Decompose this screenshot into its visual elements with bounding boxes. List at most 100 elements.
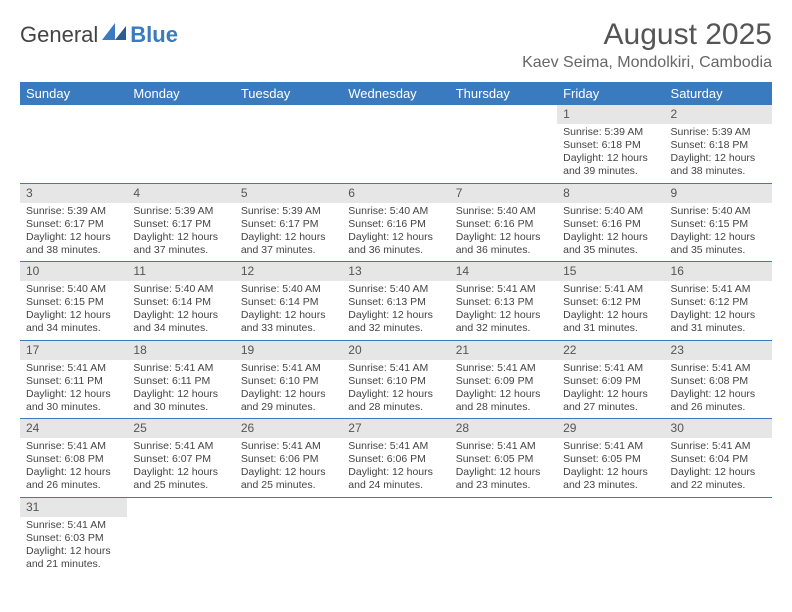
day-body: Sunrise: 5:41 AMSunset: 6:11 PMDaylight:…	[127, 360, 234, 419]
month-year: August 2025	[522, 18, 772, 52]
day-number: 15	[557, 262, 664, 281]
day-number: 30	[665, 419, 772, 438]
day-body: Sunrise: 5:39 AMSunset: 6:18 PMDaylight:…	[557, 124, 664, 183]
calendar-cell: ..	[127, 105, 234, 183]
calendar-cell: 16Sunrise: 5:41 AMSunset: 6:12 PMDayligh…	[665, 262, 772, 341]
day-body: Sunrise: 5:41 AMSunset: 6:09 PMDaylight:…	[450, 360, 557, 419]
day-number: 9	[665, 184, 772, 203]
calendar-table: SundayMondayTuesdayWednesdayThursdayFrid…	[20, 82, 772, 575]
day-body: Sunrise: 5:40 AMSunset: 6:15 PMDaylight:…	[665, 203, 772, 262]
calendar-cell	[342, 497, 449, 575]
weekday-header: Wednesday	[342, 82, 449, 105]
day-number: 4	[127, 184, 234, 203]
calendar-cell: 20Sunrise: 5:41 AMSunset: 6:10 PMDayligh…	[342, 340, 449, 419]
logo: General Blue	[20, 22, 178, 48]
day-number: 2	[665, 105, 772, 124]
calendar-cell: 28Sunrise: 5:41 AMSunset: 6:05 PMDayligh…	[450, 419, 557, 498]
weekday-header: Thursday	[450, 82, 557, 105]
logo-text-part2: Blue	[130, 22, 178, 48]
day-body: Sunrise: 5:40 AMSunset: 6:16 PMDaylight:…	[450, 203, 557, 262]
calendar-cell: 21Sunrise: 5:41 AMSunset: 6:09 PMDayligh…	[450, 340, 557, 419]
day-body: Sunrise: 5:41 AMSunset: 6:08 PMDaylight:…	[20, 438, 127, 497]
day-number: 11	[127, 262, 234, 281]
day-body: Sunrise: 5:40 AMSunset: 6:16 PMDaylight:…	[342, 203, 449, 262]
weekday-header: Tuesday	[235, 82, 342, 105]
calendar-cell: 24Sunrise: 5:41 AMSunset: 6:08 PMDayligh…	[20, 419, 127, 498]
day-number: 17	[20, 341, 127, 360]
calendar-cell: 1Sunrise: 5:39 AMSunset: 6:18 PMDaylight…	[557, 105, 664, 183]
calendar-cell: 15Sunrise: 5:41 AMSunset: 6:12 PMDayligh…	[557, 262, 664, 341]
weekday-header: Sunday	[20, 82, 127, 105]
day-body: Sunrise: 5:41 AMSunset: 6:13 PMDaylight:…	[450, 281, 557, 340]
calendar-cell: 25Sunrise: 5:41 AMSunset: 6:07 PMDayligh…	[127, 419, 234, 498]
location: Kaev Seima, Mondolkiri, Cambodia	[522, 54, 772, 72]
weekday-header: Monday	[127, 82, 234, 105]
day-number: 19	[235, 341, 342, 360]
logo-text-part1: General	[20, 22, 98, 48]
day-number: 29	[557, 419, 664, 438]
day-number: 16	[665, 262, 772, 281]
calendar-cell: ..	[235, 105, 342, 183]
day-number: 23	[665, 341, 772, 360]
calendar-cell: 11Sunrise: 5:40 AMSunset: 6:14 PMDayligh…	[127, 262, 234, 341]
calendar-cell: 8Sunrise: 5:40 AMSunset: 6:16 PMDaylight…	[557, 183, 664, 262]
calendar-cell: 19Sunrise: 5:41 AMSunset: 6:10 PMDayligh…	[235, 340, 342, 419]
calendar-cell: 9Sunrise: 5:40 AMSunset: 6:15 PMDaylight…	[665, 183, 772, 262]
day-number: 24	[20, 419, 127, 438]
day-body: Sunrise: 5:41 AMSunset: 6:05 PMDaylight:…	[557, 438, 664, 497]
day-body: Sunrise: 5:41 AMSunset: 6:05 PMDaylight:…	[450, 438, 557, 497]
calendar-body: ..........1Sunrise: 5:39 AMSunset: 6:18 …	[20, 105, 772, 575]
day-body: Sunrise: 5:40 AMSunset: 6:13 PMDaylight:…	[342, 281, 449, 340]
calendar-cell: 26Sunrise: 5:41 AMSunset: 6:06 PMDayligh…	[235, 419, 342, 498]
calendar-cell: 7Sunrise: 5:40 AMSunset: 6:16 PMDaylight…	[450, 183, 557, 262]
day-number: 12	[235, 262, 342, 281]
calendar-cell: 31Sunrise: 5:41 AMSunset: 6:03 PMDayligh…	[20, 497, 127, 575]
calendar-cell: 10Sunrise: 5:40 AMSunset: 6:15 PMDayligh…	[20, 262, 127, 341]
day-number: 28	[450, 419, 557, 438]
calendar-cell: 17Sunrise: 5:41 AMSunset: 6:11 PMDayligh…	[20, 340, 127, 419]
day-body: Sunrise: 5:41 AMSunset: 6:06 PMDaylight:…	[342, 438, 449, 497]
calendar-cell: 2Sunrise: 5:39 AMSunset: 6:18 PMDaylight…	[665, 105, 772, 183]
day-body: Sunrise: 5:41 AMSunset: 6:04 PMDaylight:…	[665, 438, 772, 497]
calendar-cell: 6Sunrise: 5:40 AMSunset: 6:16 PMDaylight…	[342, 183, 449, 262]
day-number: 26	[235, 419, 342, 438]
day-body: Sunrise: 5:40 AMSunset: 6:14 PMDaylight:…	[235, 281, 342, 340]
day-number: 10	[20, 262, 127, 281]
day-body: Sunrise: 5:40 AMSunset: 6:14 PMDaylight:…	[127, 281, 234, 340]
title-block: August 2025 Kaev Seima, Mondolkiri, Camb…	[522, 18, 772, 72]
day-body: Sunrise: 5:39 AMSunset: 6:17 PMDaylight:…	[20, 203, 127, 262]
calendar-cell: 5Sunrise: 5:39 AMSunset: 6:17 PMDaylight…	[235, 183, 342, 262]
calendar-cell	[450, 497, 557, 575]
calendar-cell	[557, 497, 664, 575]
weekday-header: Saturday	[665, 82, 772, 105]
day-number: 27	[342, 419, 449, 438]
calendar-cell	[665, 497, 772, 575]
day-number: 13	[342, 262, 449, 281]
day-number: 14	[450, 262, 557, 281]
day-body: Sunrise: 5:39 AMSunset: 6:18 PMDaylight:…	[665, 124, 772, 183]
calendar-cell: 23Sunrise: 5:41 AMSunset: 6:08 PMDayligh…	[665, 340, 772, 419]
day-number: 22	[557, 341, 664, 360]
calendar-cell: 3Sunrise: 5:39 AMSunset: 6:17 PMDaylight…	[20, 183, 127, 262]
day-body: Sunrise: 5:41 AMSunset: 6:09 PMDaylight:…	[557, 360, 664, 419]
calendar-cell: 14Sunrise: 5:41 AMSunset: 6:13 PMDayligh…	[450, 262, 557, 341]
day-number: 25	[127, 419, 234, 438]
day-number: 6	[342, 184, 449, 203]
day-body: Sunrise: 5:39 AMSunset: 6:17 PMDaylight:…	[127, 203, 234, 262]
calendar-cell: 4Sunrise: 5:39 AMSunset: 6:17 PMDaylight…	[127, 183, 234, 262]
day-number: 7	[450, 184, 557, 203]
calendar-cell	[127, 497, 234, 575]
calendar-cell: 30Sunrise: 5:41 AMSunset: 6:04 PMDayligh…	[665, 419, 772, 498]
day-number: 18	[127, 341, 234, 360]
logo-icon	[102, 20, 128, 46]
weekday-header: Friday	[557, 82, 664, 105]
day-number: 20	[342, 341, 449, 360]
calendar-cell: ..	[20, 105, 127, 183]
day-body: Sunrise: 5:40 AMSunset: 6:15 PMDaylight:…	[20, 281, 127, 340]
day-body: Sunrise: 5:40 AMSunset: 6:16 PMDaylight:…	[557, 203, 664, 262]
calendar-cell: 22Sunrise: 5:41 AMSunset: 6:09 PMDayligh…	[557, 340, 664, 419]
day-body: Sunrise: 5:41 AMSunset: 6:12 PMDaylight:…	[665, 281, 772, 340]
day-body: Sunrise: 5:39 AMSunset: 6:17 PMDaylight:…	[235, 203, 342, 262]
day-body: Sunrise: 5:41 AMSunset: 6:10 PMDaylight:…	[342, 360, 449, 419]
calendar-cell: 18Sunrise: 5:41 AMSunset: 6:11 PMDayligh…	[127, 340, 234, 419]
